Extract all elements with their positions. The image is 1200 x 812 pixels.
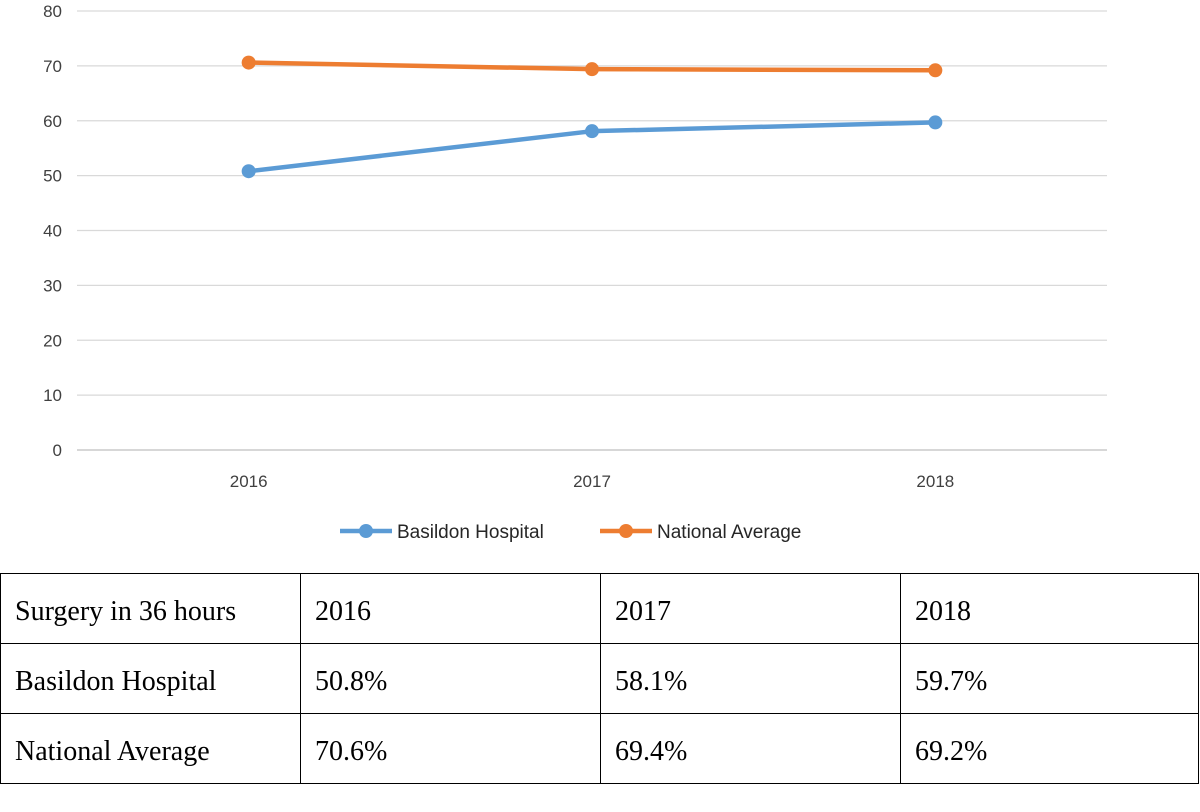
table-cell: 70.6% (300, 713, 601, 784)
table-header-cell: 2017 (600, 573, 901, 644)
line-chart: 0 10 20 30 40 50 60 70 80 2016 2017 2018 Basildon Ho… (43, 2, 1107, 543)
table-header-cell: Surgery in 36 hours (0, 573, 301, 644)
table-header-row: Surgery in 36 hours 2016 2017 2018 (0, 573, 1199, 644)
data-table: Surgery in 36 hours 2016 2017 2018 Basil… (0, 573, 1199, 784)
table-cell: Basildon Hospital (0, 643, 301, 714)
legend-marker (359, 524, 373, 538)
y-tick-label: 30 (43, 276, 62, 295)
legend-label: Basildon Hospital (397, 522, 544, 543)
table-row: National Average 70.6% 69.4% 69.2% (0, 713, 1199, 784)
chart-svg: 0 10 20 30 40 50 60 70 80 2016 2017 2018 Basildon Ho… (43, 2, 1107, 543)
data-point (241, 164, 256, 179)
x-tick-label: 2017 (573, 472, 611, 491)
data-point (241, 55, 256, 70)
table-row: Basildon Hospital 50.8% 58.1% 59.7% (0, 643, 1199, 714)
y-tick-label: 20 (43, 331, 62, 350)
legend-marker (619, 524, 633, 538)
data-point (928, 63, 943, 78)
y-tick-label: 40 (43, 222, 62, 241)
data-point (585, 62, 599, 77)
legend-label: National Average (657, 522, 801, 543)
table-header-cell: 2018 (900, 573, 1199, 644)
table-cell: 59.7% (900, 643, 1199, 714)
table-cell: 69.2% (900, 713, 1199, 784)
y-tick-label: 70 (43, 57, 62, 76)
table-header-cell: 2016 (300, 573, 601, 644)
table-cell: 50.8% (300, 643, 601, 714)
y-tick-label: 0 (53, 441, 62, 460)
table-cell: National Average (0, 713, 301, 784)
table-cell: 69.4% (600, 713, 901, 784)
y-tick-label: 80 (43, 2, 62, 21)
x-tick-label: 2016 (230, 472, 268, 491)
y-tick-label: 10 (43, 386, 62, 405)
data-point (928, 115, 943, 130)
x-tick-label: 2018 (916, 472, 954, 491)
table-cell: 58.1% (600, 643, 901, 714)
y-tick-label: 60 (43, 112, 62, 131)
data-point (585, 124, 599, 139)
y-tick-label: 50 (43, 167, 62, 186)
